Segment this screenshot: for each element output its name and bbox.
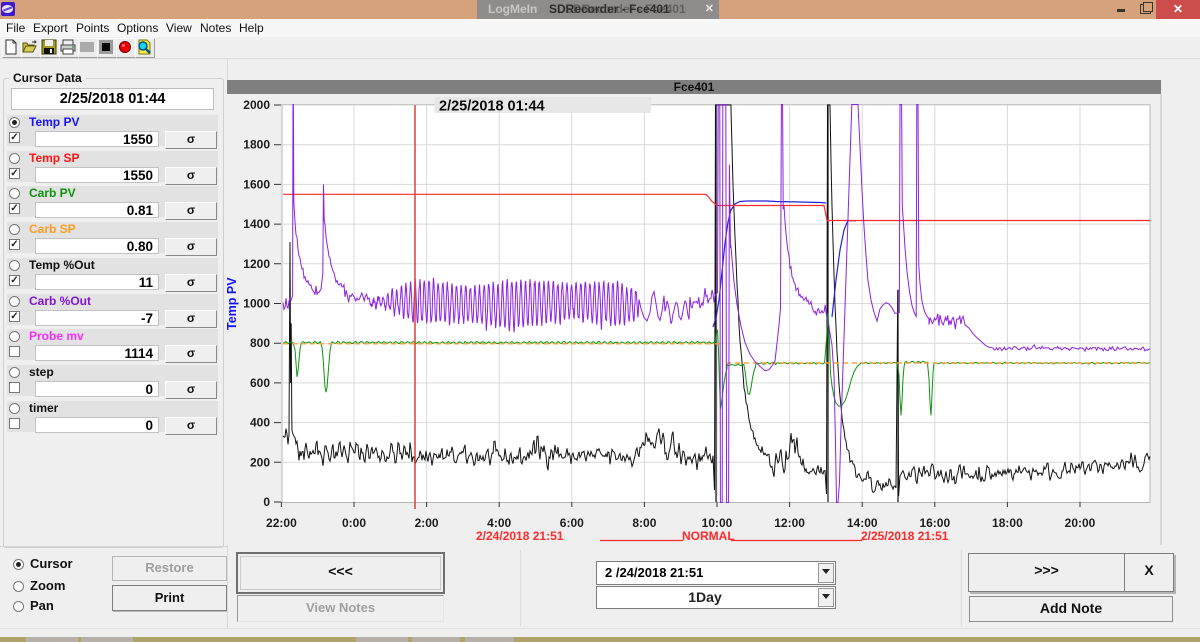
svg-text:1200: 1200 [243,257,270,271]
svg-text:Temp PV: Temp PV [227,277,239,330]
svg-text:0:00: 0:00 [342,516,366,530]
svg-text:1000: 1000 [243,297,270,311]
svg-text:2/24/2018 21:51: 2/24/2018 21:51 [476,529,564,543]
svg-text:10:00: 10:00 [702,516,733,530]
svg-text:2/25/2018 21:51: 2/25/2018 21:51 [861,529,949,543]
svg-text:NORMAL: NORMAL [682,529,735,543]
svg-text:6:00: 6:00 [560,516,584,530]
svg-text:Fce401: Fce401 [674,80,715,94]
svg-text:2000: 2000 [243,98,270,112]
svg-text:20:00: 20:00 [1065,516,1096,530]
svg-text:16:00: 16:00 [919,516,950,530]
svg-text:18:00: 18:00 [992,516,1023,530]
svg-text:2:00: 2:00 [415,516,439,530]
svg-text:1800: 1800 [243,138,270,152]
svg-text:400: 400 [250,416,270,430]
svg-text:1400: 1400 [243,217,270,231]
svg-text:8:00: 8:00 [632,516,656,530]
svg-text:2/25/2018 01:44: 2/25/2018 01:44 [439,99,545,115]
svg-text:0: 0 [263,495,270,509]
svg-text:22:00: 22:00 [266,516,297,530]
svg-text:1600: 1600 [243,177,270,191]
svg-text:800: 800 [250,336,270,350]
svg-text:12:00: 12:00 [774,516,805,530]
svg-text:14:00: 14:00 [847,516,878,530]
svg-text:600: 600 [250,376,270,390]
svg-text:4:00: 4:00 [487,516,511,530]
svg-text:200: 200 [250,455,270,469]
